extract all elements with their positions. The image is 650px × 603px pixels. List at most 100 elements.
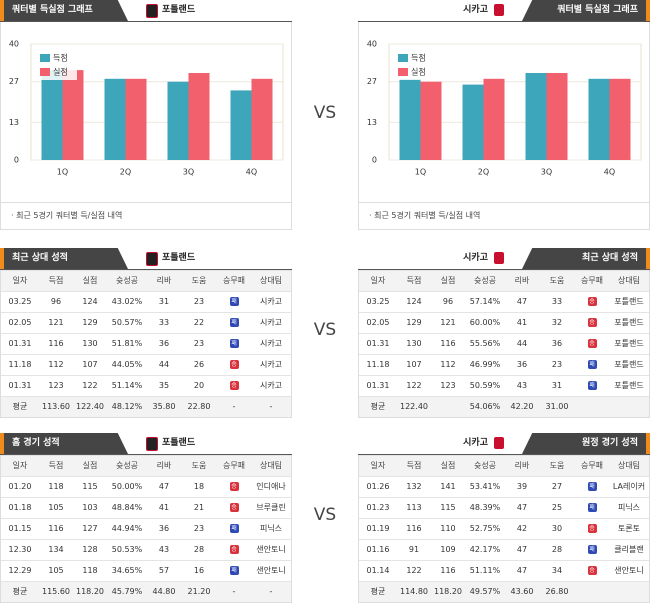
team-name: 시카고 [463,253,488,263]
result-icon: 승 [229,545,239,554]
average-cell: 평균 [370,402,386,411]
table-cell: 47 [516,503,528,512]
chart-box: 0 13 27 40 1Q 2Q 3Q 4Q 득점 실점 · 최근 5경기 쿼터별 득/실점 내역 [358,22,650,230]
result-cell: 승 [575,519,609,539]
table-cell: 25 [551,503,563,512]
table-cell: 인디애나 [256,482,286,491]
table-cell: 42 [516,524,528,533]
table-cell: 47 [158,482,170,491]
table-cell: 시카고 [259,360,283,369]
result-icon: 패 [587,545,597,554]
column-header: 일자 [370,276,386,285]
average-cell: 122.40 [76,402,104,411]
average-cell: 49.57% [469,587,501,596]
bar [62,70,84,160]
column-header: 상대팀 [617,461,641,470]
table-cell: 16 [193,566,205,575]
column-header: 득점 [406,276,422,285]
table-cell: 121 [440,318,456,327]
section-title: 쿼터별 득실점 그래프 [0,0,128,21]
y-tick-label: 27 [367,77,377,86]
average-cell [431,397,465,417]
table-row: 11.18 107 112 46.99% 36 23 패 포틀랜드 [359,354,649,375]
table-cell: 47 [516,545,528,554]
average-cell: 115.60 [42,587,70,596]
table-cell: 01.31 [8,381,32,390]
table-cell: 33 [551,297,563,306]
table-cell: 26 [193,360,205,369]
table-cell: 01.15 [8,524,32,533]
table-cell: 52.75% [469,524,501,533]
result-cell: 패 [575,376,609,396]
x-tick-label: 2Q [120,168,131,177]
result-icon: 패 [587,482,597,491]
table-cell: 30 [551,524,563,533]
section-title: 쿼터별 득실점 그래프 [522,0,650,21]
table-cell: 시카고 [259,318,283,327]
legend-label: 득점 [411,53,426,63]
legend-swatch [40,54,50,62]
result-icon: 패 [587,381,597,390]
average-cell: 42.20 [510,402,534,411]
column-header: 리바 [156,461,172,470]
result-cell: 승 [217,355,251,375]
result-cell: 승 [575,313,609,333]
x-tick-label: 3Q [183,168,194,177]
column-header: 슛성공 [115,461,139,470]
table-header-row: 일자 득점 실점 슛성공 리바 도움 승무패 상대팀 [359,455,649,476]
team-logo [494,437,504,449]
table-cell: 112 [48,360,64,369]
table-cell: 122 [82,381,98,390]
table-cell: 44.05% [111,360,143,369]
table: 일자 득점 실점 슛성공 리바 도움 승무패 상대팀 03.25 96 124 43.02% 31 23 패… [0,270,292,418]
table-cell: 60.00% [469,318,501,327]
legend-swatch [40,68,50,76]
table-cell: 11.18 [366,360,390,369]
column-header: 실점 [440,461,456,470]
table-cell: 01.19 [366,524,390,533]
result-icon: 패 [229,318,239,327]
table-cell: 포틀랜드 [614,339,644,348]
table-row: 01.18 105 103 48.84% 41 21 승 브루클린 [1,497,291,518]
table-cell: 43 [158,545,170,554]
table-cell: 22 [193,318,205,327]
vs-label: VS [313,103,337,123]
result-icon: 패 [229,524,239,533]
average-cell: 평균 [12,587,28,596]
average-cell: 35.80 [152,402,176,411]
column-header: 득점 [48,461,64,470]
table-cell: 포틀랜드 [614,318,644,327]
table-cell: 36 [158,524,170,533]
column-header: 상대팀 [259,461,283,470]
column-header: 승무패 [580,461,604,470]
table-cell: 02.05 [8,318,32,327]
table-row: 01.23 113 115 48.39% 47 25 패 피닉스 [359,497,649,518]
table-cell: 샌안토니 [256,545,286,554]
average-cell: 22.80 [187,402,211,411]
section-header: 홈 경기 성적 포틀랜드 [0,433,292,455]
table-cell: 02.05 [366,318,390,327]
table: 일자 득점 실점 슛성공 리바 도움 승무패 상대팀 01.26 132 141 53.41% 39 27… [358,455,650,603]
average-cell: 118.20 [76,587,104,596]
bar [546,73,568,160]
average-row: 평균 115.60 118.20 45.79% 44.80 21.20 - - [1,581,291,602]
table-cell: 23 [193,524,205,533]
table-cell: 50.00% [111,482,143,491]
bar [462,84,484,160]
result-icon: 승 [229,482,239,491]
table-row: 01.20 118 115 50.00% 47 18 승 인디애나 [1,476,291,497]
table-cell: 35 [158,381,170,390]
table-cell: 48.39% [469,503,501,512]
table-cell: 포틀랜드 [614,381,644,390]
table-cell: 03.25 [366,297,390,306]
chart-box: 0 13 27 40 1Q 2Q 3Q 4Q 득점 실점 · 최근 5경기 쿼터별 득/실점 내역 [0,22,292,230]
y-tick-label: 13 [367,118,377,127]
table-row: 12.30 134 128 50.53% 43 28 승 샌안토니 [1,539,291,560]
table-row: 03.25 96 124 43.02% 31 23 패 시카고 [1,291,291,312]
table-cell: 121 [48,318,64,327]
y-tick-label: 13 [9,118,19,127]
average-row: 평균 113.60 122.40 48.12% 35.80 22.80 - - [1,396,291,417]
result-icon: 패 [229,339,239,348]
table-cell: 44 [516,339,528,348]
